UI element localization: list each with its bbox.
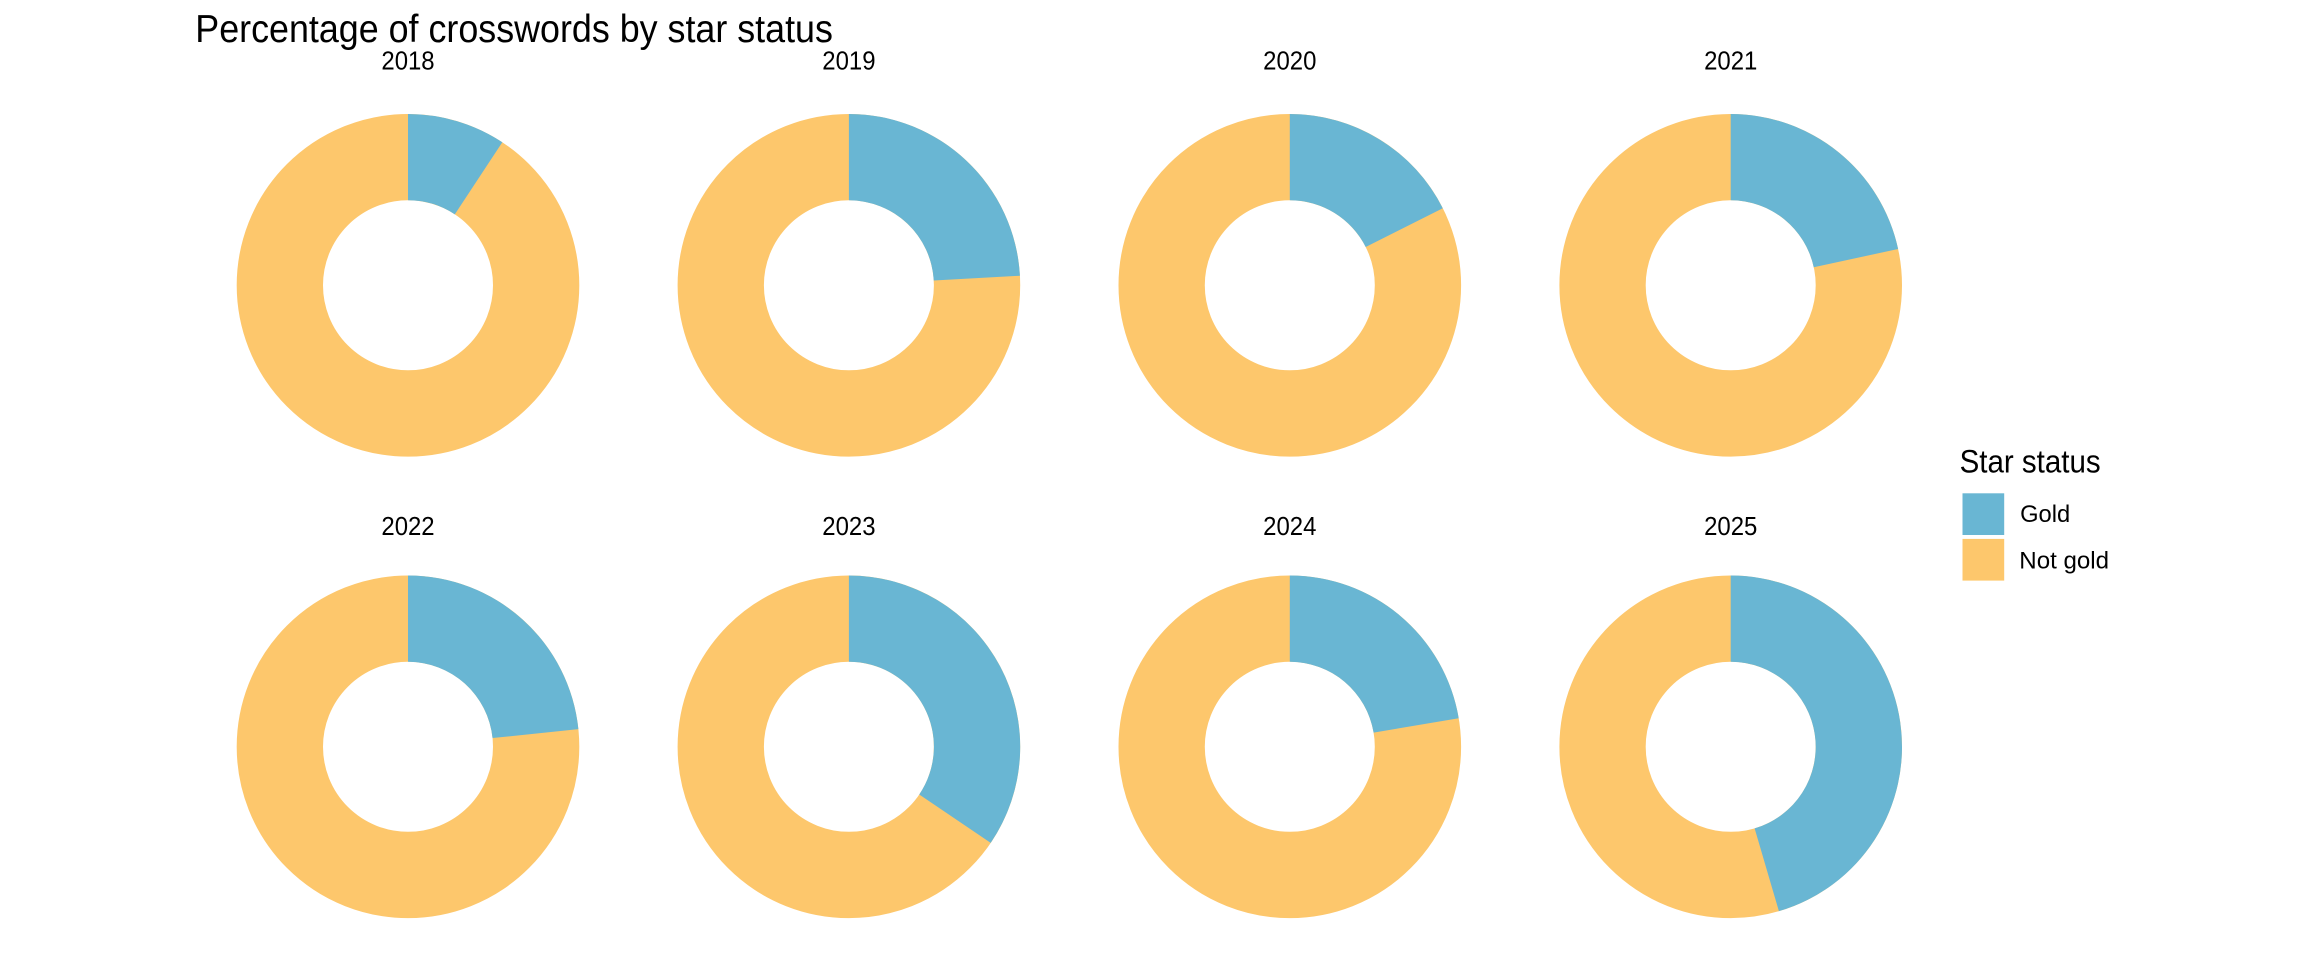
svg-text:2019: 2019 bbox=[822, 46, 875, 75]
svg-text:2025: 2025 bbox=[1704, 512, 1757, 541]
svg-text:2020: 2020 bbox=[1263, 46, 1316, 75]
svg-text:Gold: Gold bbox=[2020, 501, 2070, 528]
svg-text:Not gold: Not gold bbox=[2019, 547, 2109, 574]
svg-text:2021: 2021 bbox=[1704, 46, 1757, 75]
svg-text:2022: 2022 bbox=[381, 512, 434, 541]
svg-text:Percentage of crosswords by st: Percentage of crosswords by star status bbox=[195, 6, 833, 50]
svg-text:2023: 2023 bbox=[822, 512, 875, 541]
svg-text:2024: 2024 bbox=[1263, 512, 1316, 541]
svg-text:Star status: Star status bbox=[1960, 443, 2101, 479]
svg-text:2018: 2018 bbox=[381, 46, 434, 75]
